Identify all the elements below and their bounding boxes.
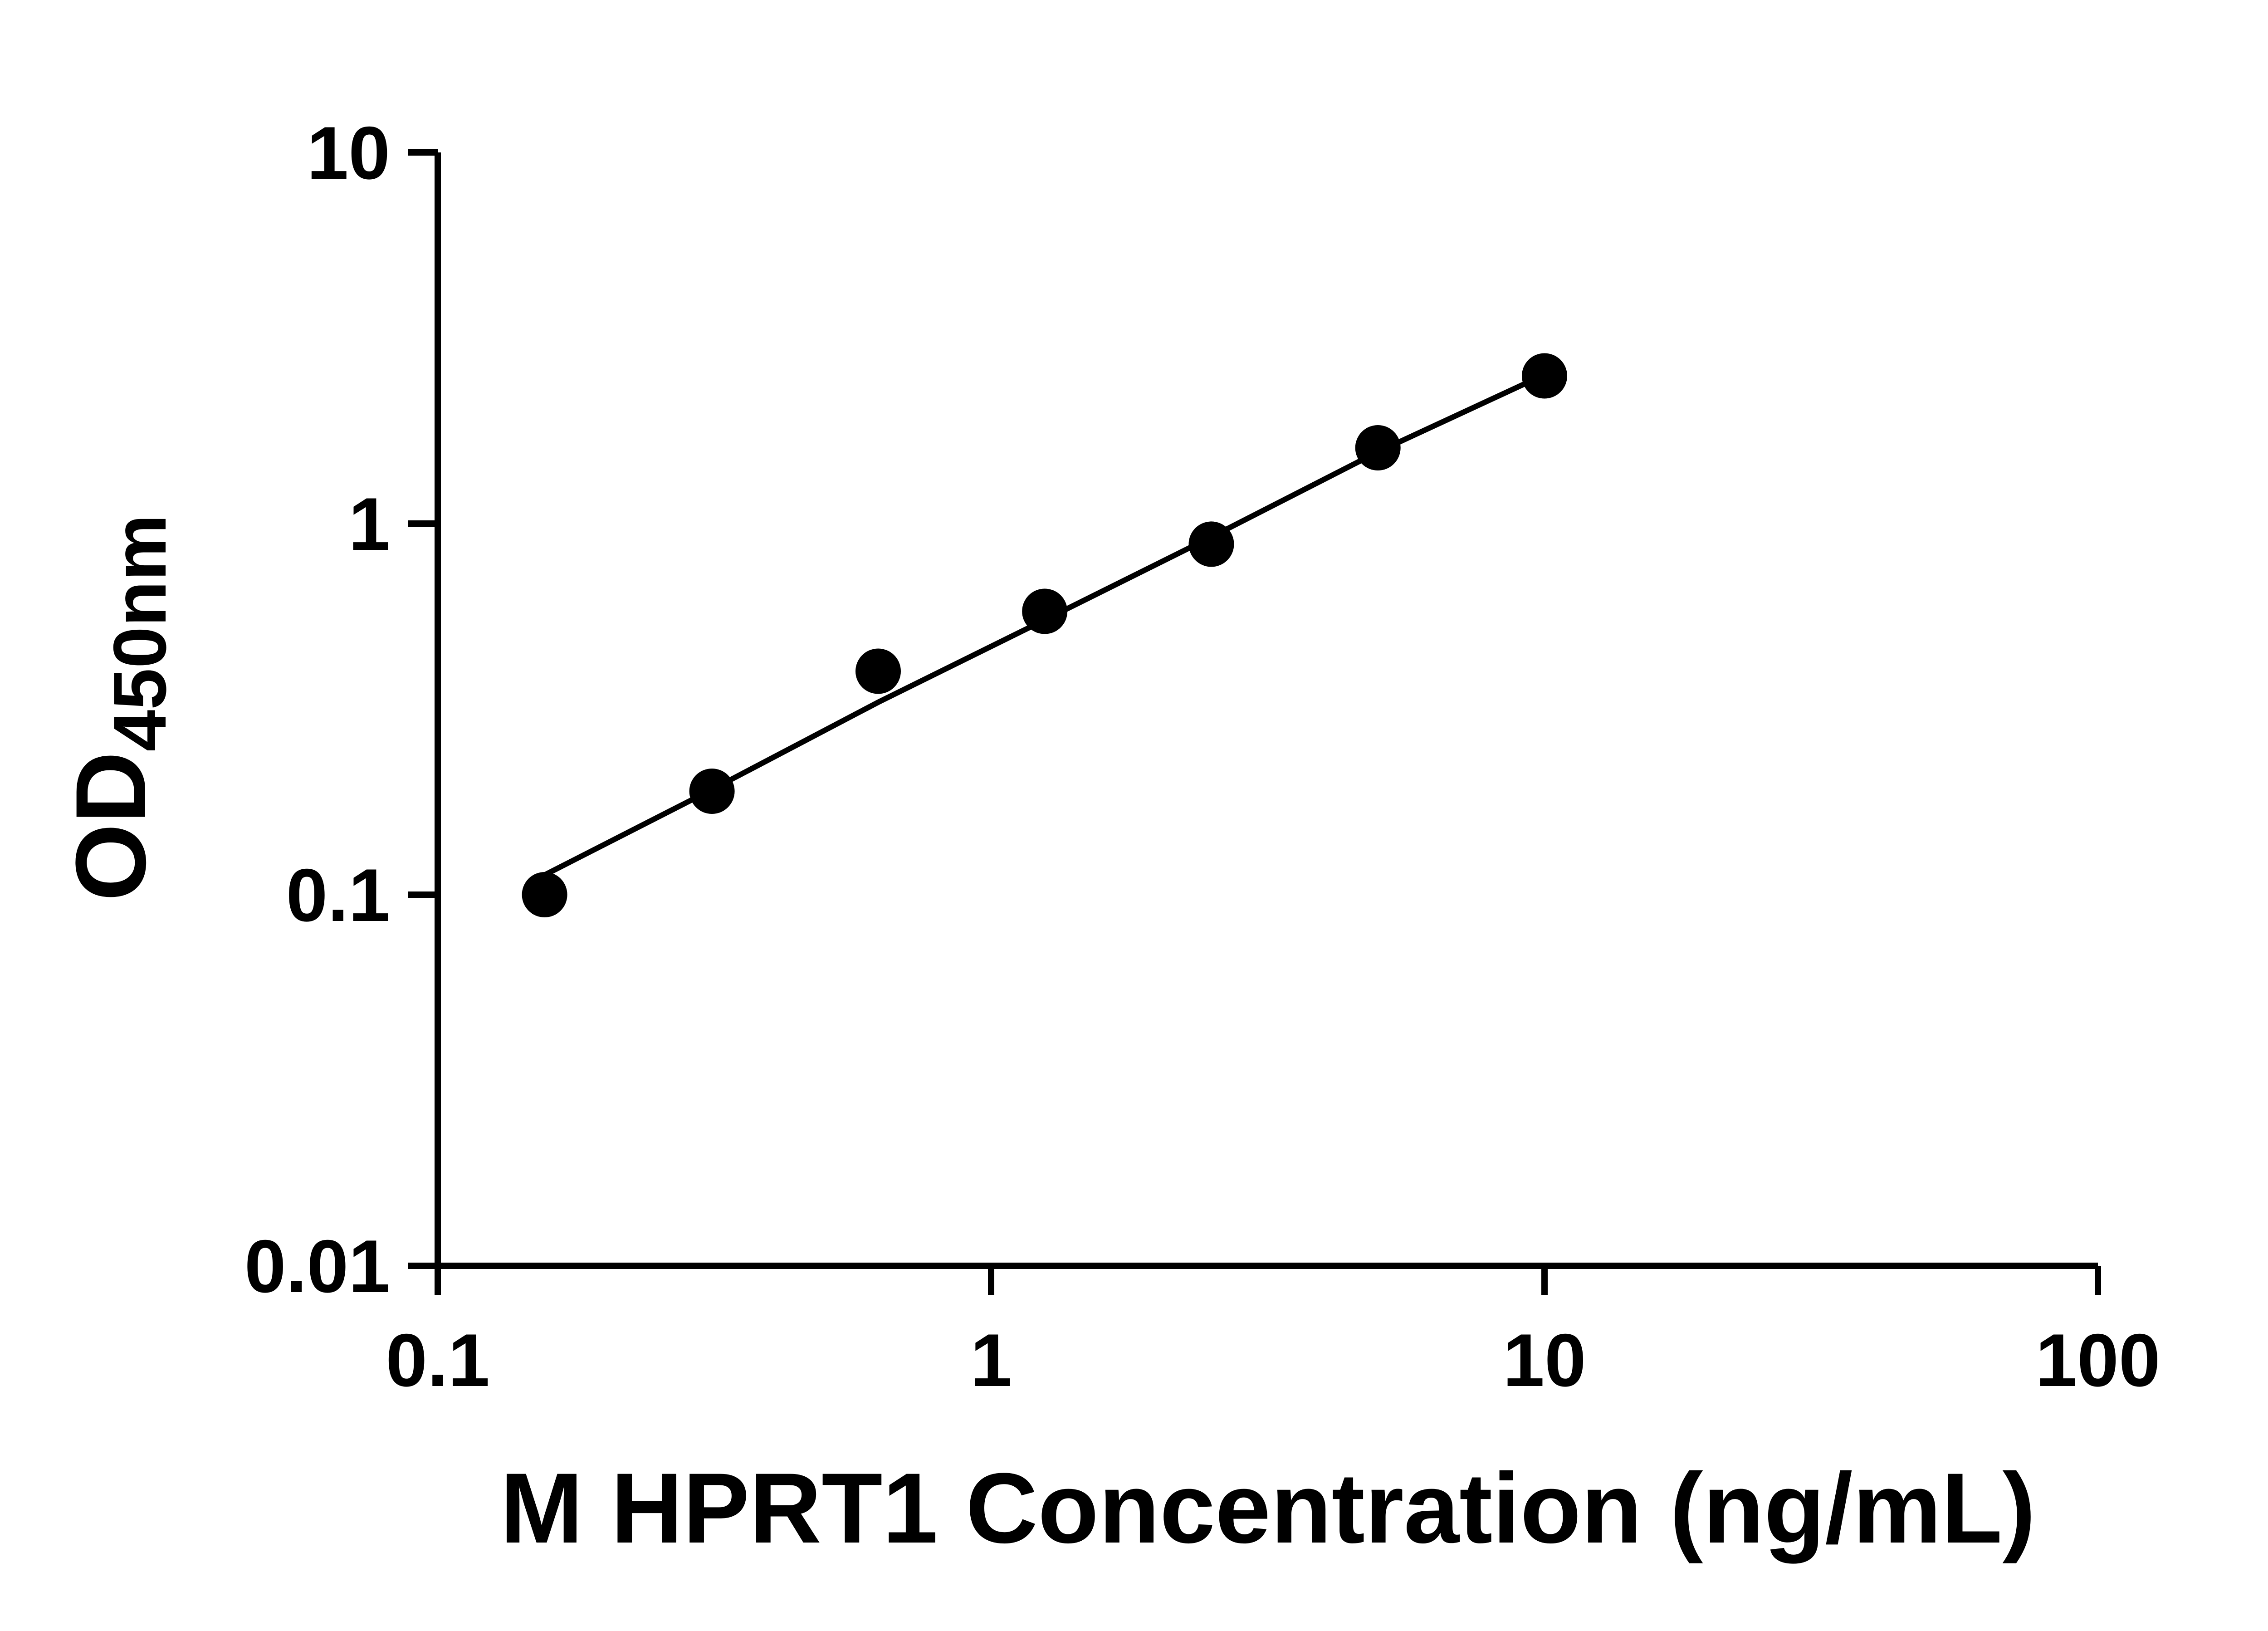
x-axis-tick-label: 100 xyxy=(2035,1318,2160,1402)
data-point xyxy=(1022,588,1068,634)
data-point xyxy=(689,769,735,814)
y-axis-tick-label: 0.1 xyxy=(286,853,390,937)
x-axis-tick-label: 10 xyxy=(1503,1318,1586,1402)
data-point xyxy=(1355,425,1401,470)
data-point xyxy=(522,872,567,917)
data-point xyxy=(1522,353,1567,399)
plot-series xyxy=(522,353,1567,917)
data-point xyxy=(855,648,901,694)
y-axis-title-subscript: 450nm xyxy=(98,514,181,752)
y-axis-title: OD450nm xyxy=(55,514,181,901)
y-axis-tick-label: 10 xyxy=(307,111,390,195)
y-axis-tick-label: 0.01 xyxy=(244,1224,390,1308)
x-axis-tick-label: 0.1 xyxy=(386,1318,489,1402)
x-axis-tick-label: 1 xyxy=(970,1318,1012,1402)
data-point xyxy=(1188,521,1234,567)
axis-spine xyxy=(435,152,2098,1269)
x-axis-title: M HPRT1 Concentration (ng/mL) xyxy=(500,1452,2035,1564)
axes: 0.1 1 10 100 0.01 0.1 1 10 xyxy=(244,111,2160,1402)
y-axis-title-main: OD xyxy=(55,751,166,901)
y-axis-tick-label: 1 xyxy=(348,482,390,566)
